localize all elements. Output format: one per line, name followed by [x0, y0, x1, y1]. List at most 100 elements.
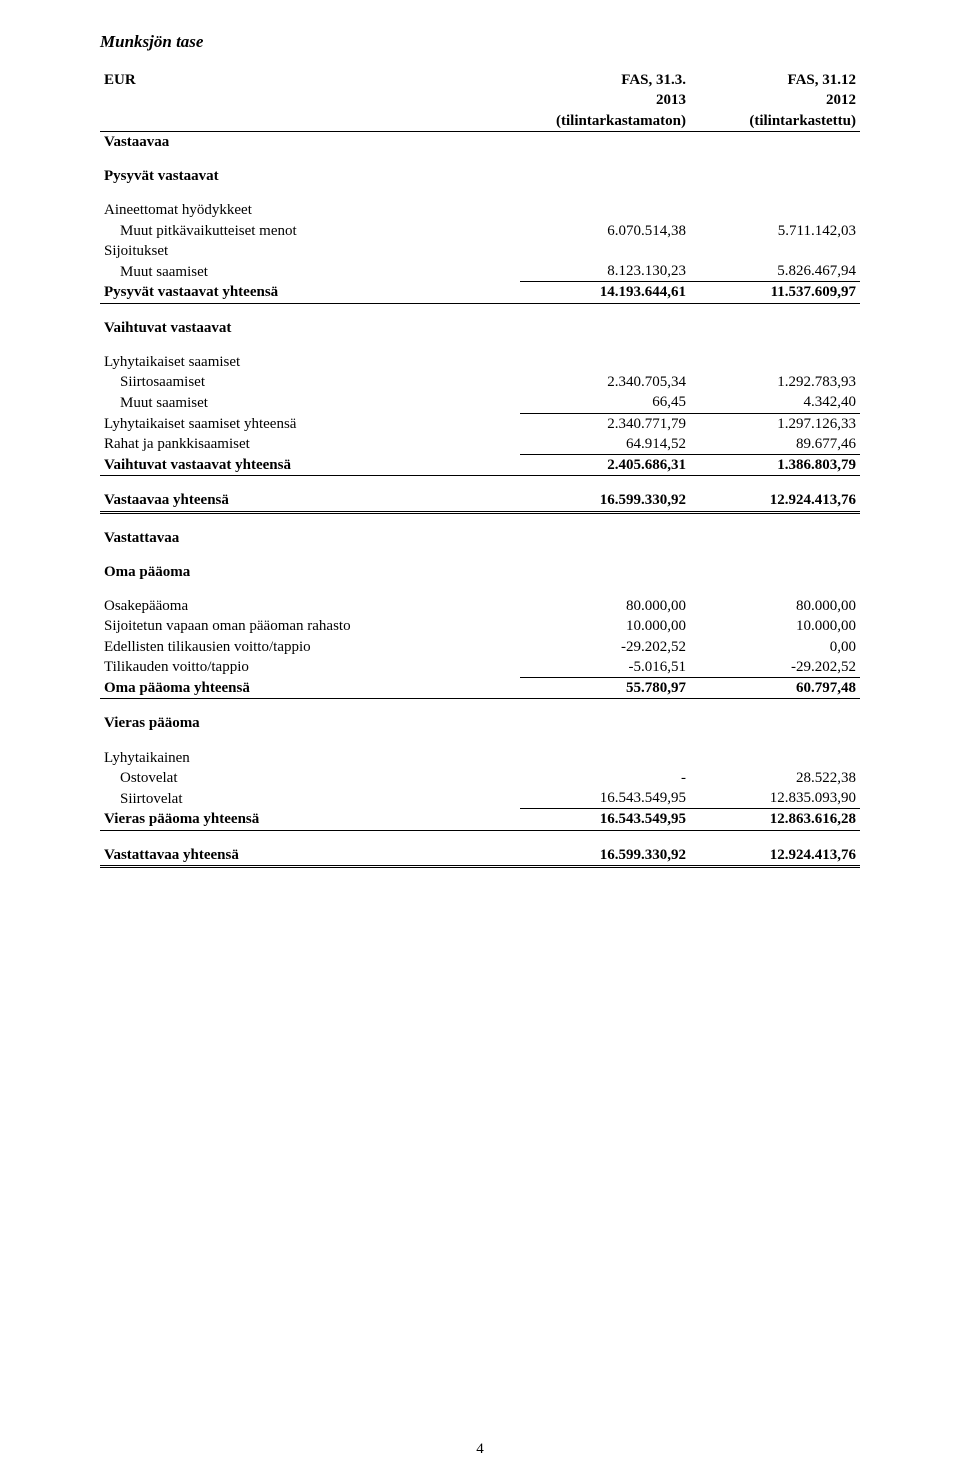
- header-col1: FAS, 31.3.: [520, 70, 690, 90]
- vieras-paaoma-heading: Vieras pääoma: [100, 713, 520, 733]
- rahat-v1: 64.914,52: [520, 434, 690, 455]
- vieras-total-label: Vieras pääoma yhteensä: [100, 809, 520, 830]
- muut-saamiset1-v2: 5.826.467,94: [690, 261, 860, 282]
- muut-saamiset2-v1: 66,45: [520, 392, 690, 413]
- osakepaaoma-v2: 80.000,00: [690, 596, 860, 616]
- lyhytaik-total-v2: 1.297.126,33: [690, 413, 860, 434]
- pysyvat-vastaavat-heading: Pysyvät vastaavat: [100, 166, 520, 186]
- tilikauden-v2: -29.202,52: [690, 657, 860, 678]
- table-row: Vaihtuvat vastaavat: [100, 318, 860, 338]
- table-row: Muut saamiset 66,45 4.342,40: [100, 392, 860, 413]
- header-col2: FAS, 31.12: [690, 70, 860, 90]
- oma-total-v2: 60.797,48: [690, 678, 860, 699]
- vastattavaa-total-label: Vastattavaa yhteensä: [100, 845, 520, 867]
- osakepaaoma-label: Osakepääoma: [100, 596, 520, 616]
- osakepaaoma-v1: 80.000,00: [520, 596, 690, 616]
- table-row: Aineettomat hyödykkeet: [100, 200, 860, 220]
- ostovelat-v2: 28.522,38: [690, 768, 860, 788]
- table-row: Pysyvät vastaavat yhteensä 14.193.644,61…: [100, 282, 860, 303]
- table-row: Vastaavaa: [100, 131, 860, 152]
- table-row: Vastattavaa yhteensä 16.599.330,92 12.92…: [100, 845, 860, 867]
- table-row: Vieras pääoma: [100, 713, 860, 733]
- oma-total-label: Oma pääoma yhteensä: [100, 678, 520, 699]
- lyhytaik-saam-heading: Lyhytaikaiset saamiset: [100, 352, 520, 372]
- vieras-total-v1: 16.543.549,95: [520, 809, 690, 830]
- header-sub2b: (tilintarkastettu): [690, 111, 860, 132]
- table-row: Rahat ja pankkisaamiset 64.914,52 89.677…: [100, 434, 860, 455]
- pysyvat-total-v1: 14.193.644,61: [520, 282, 690, 303]
- sijoitetun-v1: 10.000,00: [520, 616, 690, 636]
- page-number: 4: [0, 1441, 960, 1458]
- muut-pitkavaik-label: Muut pitkävaikutteiset menot: [100, 221, 520, 241]
- header-sub1b: (tilintarkastamaton): [520, 111, 690, 132]
- vastaavaa-heading: Vastaavaa: [100, 131, 520, 152]
- tilikauden-label: Tilikauden voitto/tappio: [100, 657, 520, 678]
- vastaavaa-total-label: Vastaavaa yhteensä: [100, 490, 520, 512]
- table-row: Oma pääoma: [100, 562, 860, 582]
- muut-saamiset1-label: Muut saamiset: [100, 261, 520, 282]
- sijoitetun-label: Sijoitetun vapaan oman pääoman rahasto: [100, 616, 520, 636]
- lyhytaik-total-v1: 2.340.771,79: [520, 413, 690, 434]
- siirtosaamiset-v2: 1.292.783,93: [690, 372, 860, 392]
- table-row: Osakepääoma 80.000,00 80.000,00: [100, 596, 860, 616]
- aineettomat-heading: Aineettomat hyödykkeet: [100, 200, 520, 220]
- sijoitukset-heading: Sijoitukset: [100, 241, 520, 261]
- table-row: Sijoitukset: [100, 241, 860, 261]
- table-row: Lyhytaikainen: [100, 748, 860, 768]
- header-sub2a: 2012: [690, 90, 860, 110]
- lyhytaik-total-label: Lyhytaikaiset saamiset yhteensä: [100, 413, 520, 434]
- siirtosaamiset-label: Siirtosaamiset: [100, 372, 520, 392]
- header-col0: EUR: [100, 70, 520, 90]
- edellisten-label: Edellisten tilikausien voitto/tappio: [100, 637, 520, 657]
- siirtovelat-v2: 12.835.093,90: [690, 788, 860, 809]
- siirtovelat-v1: 16.543.549,95: [520, 788, 690, 809]
- vastaavaa-total-v1: 16.599.330,92: [520, 490, 690, 512]
- muut-pitkavaik-v1: 6.070.514,38: [520, 221, 690, 241]
- rahat-v2: 89.677,46: [690, 434, 860, 455]
- table-header-row: EUR FAS, 31.3. FAS, 31.12: [100, 70, 860, 90]
- page-title: Munksjön tase: [100, 32, 860, 52]
- vaihtuvat-total-v2: 1.386.803,79: [690, 455, 860, 476]
- table-row: Edellisten tilikausien voitto/tappio -29…: [100, 637, 860, 657]
- table-row: Tilikauden voitto/tappio -5.016,51 -29.2…: [100, 657, 860, 678]
- edellisten-v2: 0,00: [690, 637, 860, 657]
- table-row: Oma pääoma yhteensä 55.780,97 60.797,48: [100, 678, 860, 699]
- sijoitetun-v2: 10.000,00: [690, 616, 860, 636]
- ostovelat-v1: -: [520, 768, 690, 788]
- table-row: Vastaavaa yhteensä 16.599.330,92 12.924.…: [100, 490, 860, 512]
- vaihtuvat-total-label: Vaihtuvat vastaavat yhteensä: [100, 455, 520, 476]
- vieras-total-v2: 12.863.616,28: [690, 809, 860, 830]
- pysyvat-total-v2: 11.537.609,97: [690, 282, 860, 303]
- oma-paaoma-heading: Oma pääoma: [100, 562, 520, 582]
- table-row: Ostovelat - 28.522,38: [100, 768, 860, 788]
- ostovelat-label: Ostovelat: [100, 768, 520, 788]
- table-header-sub-row: 2013 2012: [100, 90, 860, 110]
- vastattavaa-heading: Vastattavaa: [100, 528, 520, 548]
- tilikauden-v1: -5.016,51: [520, 657, 690, 678]
- vaihtuvat-vastaavat-heading: Vaihtuvat vastaavat: [100, 318, 520, 338]
- lyhytaikainen-heading: Lyhytaikainen: [100, 748, 520, 768]
- table-header-sub2-row: (tilintarkastamaton) (tilintarkastettu): [100, 111, 860, 132]
- table-row: Vastattavaa: [100, 528, 860, 548]
- pysyvat-total-label: Pysyvät vastaavat yhteensä: [100, 282, 520, 303]
- vastattavaa-total-v2: 12.924.413,76: [690, 845, 860, 867]
- table-row: Siirtovelat 16.543.549,95 12.835.093,90: [100, 788, 860, 809]
- header-sub1a: 2013: [520, 90, 690, 110]
- muut-saamiset1-v1: 8.123.130,23: [520, 261, 690, 282]
- table-row: Vaihtuvat vastaavat yhteensä 2.405.686,3…: [100, 455, 860, 476]
- muut-saamiset2-label: Muut saamiset: [100, 392, 520, 413]
- edellisten-v1: -29.202,52: [520, 637, 690, 657]
- table-row: Lyhytaikaiset saamiset yhteensä 2.340.77…: [100, 413, 860, 434]
- siirtovelat-label: Siirtovelat: [100, 788, 520, 809]
- table-row: Pysyvät vastaavat: [100, 166, 860, 186]
- vaihtuvat-total-v1: 2.405.686,31: [520, 455, 690, 476]
- table-row: Lyhytaikaiset saamiset: [100, 352, 860, 372]
- vastaavaa-total-v2: 12.924.413,76: [690, 490, 860, 512]
- muut-saamiset2-v2: 4.342,40: [690, 392, 860, 413]
- oma-total-v1: 55.780,97: [520, 678, 690, 699]
- table-row: Muut saamiset 8.123.130,23 5.826.467,94: [100, 261, 860, 282]
- balance-sheet-table: EUR FAS, 31.3. FAS, 31.12 2013 2012 (til…: [100, 70, 860, 868]
- muut-pitkavaik-v2: 5.711.142,03: [690, 221, 860, 241]
- table-row: Muut pitkävaikutteiset menot 6.070.514,3…: [100, 221, 860, 241]
- table-row: Sijoitetun vapaan oman pääoman rahasto 1…: [100, 616, 860, 636]
